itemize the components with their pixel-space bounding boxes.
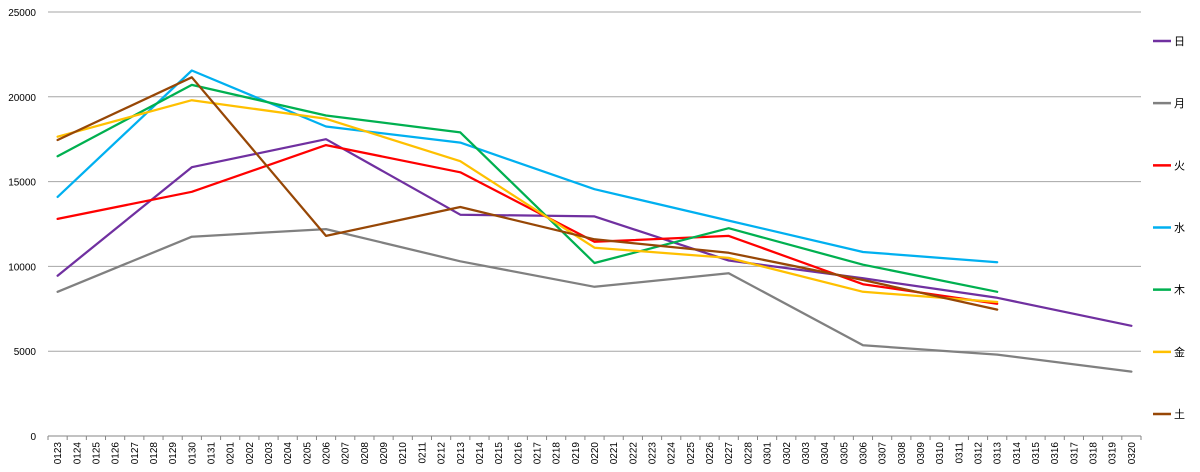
x-tick-label: 0203 [264,442,275,465]
x-tick-label: 0219 [571,442,582,465]
legend-label: 月 [1174,97,1185,110]
x-tick-label: 0303 [801,442,812,465]
x-tick-label: 0209 [379,442,390,465]
x-tick-label: 0125 [91,442,102,465]
x-tick-label: 0212 [437,442,448,465]
x-tick-label: 0126 [111,442,122,465]
x-tick-label: 0210 [398,442,409,465]
x-tick-label: 0220 [590,442,601,465]
x-tick-label: 0319 [1108,442,1119,465]
x-tick-label: 0129 [168,442,179,465]
x-tick-label: 0226 [705,442,716,465]
legend-label: 金 [1174,345,1185,359]
x-tick-label: 0302 [782,442,793,465]
series-line-4 [56,83,999,293]
x-tick-label: 0131 [206,442,217,465]
x-tick-label: 0223 [648,442,659,465]
x-tick-label: 0311 [954,442,965,464]
gridlines [47,11,1142,440]
series-line-2 [56,143,999,305]
x-tick-label: 0221 [609,442,620,465]
x-tick-label: 0304 [820,442,831,465]
series-lines [56,69,1133,373]
x-tick-label: 0315 [1031,442,1042,465]
x-tick-label: 0205 [302,442,313,465]
x-tick-label: 0312 [974,442,985,465]
x-tick-label: 0211 [417,442,428,464]
y-tick-label: 5000 [14,347,37,358]
y-tick-label: 0 [30,432,36,443]
y-tick-label: 20000 [8,93,36,104]
x-tick-label: 0217 [532,442,543,465]
x-tick-label: 0215 [494,442,505,465]
x-tick-label: 0305 [839,442,850,465]
x-tick-label: 0314 [1012,442,1023,465]
series-line-3 [56,69,999,264]
legend-label: 火 [1174,159,1185,172]
x-tick-label: 0213 [456,442,467,465]
x-tick-label: 0124 [72,442,83,465]
x-tick-label: 0216 [513,442,524,465]
y-tick-label: 25000 [8,8,36,19]
x-tick-label: 0207 [341,442,352,465]
x-tick-label: 0224 [667,442,678,465]
x-tick-label: 0202 [245,442,256,465]
x-tick-label: 0127 [130,442,141,465]
x-tick-label: 0208 [360,442,371,465]
y-axis-tick-labels: 0 5000 10000 15000 20000 25000 [8,8,36,443]
x-tick-label: 0201 [226,442,237,465]
y-tick-label: 10000 [8,262,36,273]
x-tick-label: 0317 [1069,442,1080,465]
x-tick-label: 0309 [916,442,927,465]
x-tick-label: 0206 [322,442,333,465]
x-tick-label: 0218 [552,442,563,465]
x-tick-label: 0306 [858,442,869,465]
x-tick-label: 0313 [993,442,1004,465]
x-tick-label: 0214 [475,442,486,465]
series-line-5 [56,99,999,304]
legend-label: 水 [1174,222,1185,235]
x-tick-label: 0310 [935,442,946,465]
x-tick-label: 0123 [53,442,64,465]
x-tick-label: 0227 [724,442,735,465]
x-tick-label: 0307 [878,442,889,465]
x-tick-label: 0130 [187,442,198,465]
series-line-0 [56,138,1133,327]
x-tick-label: 0204 [283,442,294,465]
legend-label: 土 [1174,408,1185,421]
x-tick-label: 0301 [763,442,774,465]
x-tick-label: 0128 [149,442,160,465]
x-tick-label: 0318 [1089,442,1100,465]
legend-label: 日 [1174,35,1185,48]
legend-label: 木 [1174,284,1185,297]
series-line-1 [56,227,1133,373]
x-axis-tick-labels: 0123 0124 0125 0126 0127 0128 0129 0130 0131 0201… [53,442,1138,465]
x-tick-label: 0225 [686,442,697,465]
x-tick-label: 0228 [743,442,754,465]
x-tick-label: 0308 [897,442,908,465]
x-tick-label: 0222 [628,442,639,465]
series-line-6 [56,76,999,311]
x-tick-label: 0316 [1050,442,1061,465]
y-tick-label: 15000 [8,178,36,189]
x-tick-label: 0320 [1127,442,1138,465]
